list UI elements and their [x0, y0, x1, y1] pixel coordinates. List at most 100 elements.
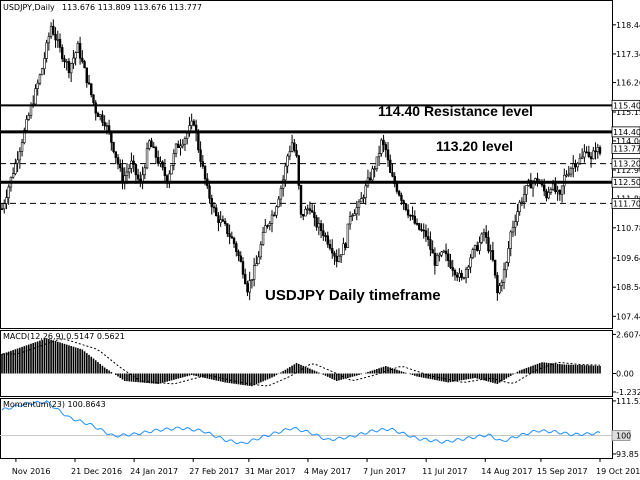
candle-body [279, 188, 283, 200]
momentum-axis-label: 100 [616, 432, 631, 441]
candle-body [560, 185, 564, 195]
momentum-line [1, 400, 601, 445]
candle-body [150, 140, 153, 148]
candle-body [38, 74, 42, 84]
candle-body [509, 231, 512, 249]
candle-body [355, 207, 358, 215]
candle-body [275, 206, 278, 216]
candle-body [119, 163, 122, 169]
price-level-tag-label: 115.40 [613, 101, 640, 110]
candle-body [65, 61, 68, 63]
candle-body [241, 261, 245, 275]
candle-body [7, 186, 10, 198]
candle-body [223, 220, 227, 224]
candle-body [248, 280, 251, 293]
candle-body [186, 132, 189, 139]
candle-body [331, 248, 334, 254]
candle-body [219, 219, 222, 223]
candle-body [110, 132, 113, 143]
candle-body [308, 208, 312, 211]
momentum-level-tag [611, 430, 631, 441]
candle-body [373, 168, 376, 170]
candle-body [371, 168, 374, 181]
macd-signal-line [2, 338, 601, 387]
candle-body [525, 185, 528, 195]
candle-body [491, 250, 495, 261]
time-axis-label: 31 Mar 2017 [245, 467, 296, 476]
candle-body [563, 174, 566, 187]
main-pane-frame [0, 0, 613, 329]
candle-body [101, 114, 104, 123]
candle-body [493, 259, 497, 276]
candle-body [384, 144, 387, 151]
candle-body [63, 58, 66, 62]
candle-body [580, 156, 584, 159]
candle-body [469, 257, 472, 268]
candle-body [487, 237, 490, 252]
candle-body [596, 147, 599, 152]
price-axis-label: 115.15 [616, 108, 640, 117]
time-axis-label: 27 Feb 2017 [189, 467, 239, 476]
candle-body [598, 147, 602, 154]
candle-body [502, 269, 506, 283]
candle-body [154, 147, 158, 158]
candle-body [426, 236, 430, 240]
candle-body [78, 43, 82, 59]
candle-body [18, 150, 22, 161]
price-axis-label: 112.96 [616, 166, 640, 175]
candle-body [252, 265, 256, 280]
candle-body [346, 223, 350, 248]
candle-body [420, 229, 423, 231]
candle-body [304, 208, 307, 217]
candle-body [444, 250, 448, 255]
candle-body [333, 252, 336, 257]
candle-body [567, 173, 570, 176]
chart-annotation-title: USDJPY Daily timeframe [265, 287, 441, 304]
candle-body [440, 251, 443, 256]
candle-body [431, 249, 434, 254]
price-axis-label: 110.78 [616, 224, 640, 233]
price-axis-label: 117.34 [616, 50, 640, 59]
candle-body [511, 226, 515, 233]
candle-body [235, 243, 238, 252]
macd-axis-label: 0.00 [616, 370, 634, 379]
candle-body [295, 150, 298, 157]
price-axis-label: 114.06 [616, 137, 640, 146]
price-level-tag [611, 99, 640, 111]
candle-body [583, 151, 586, 158]
candle-body [14, 162, 17, 174]
candle-body [569, 168, 573, 175]
time-axis-label: 19 Oct 2017 [596, 467, 640, 476]
candle-body [250, 279, 254, 281]
candle-body [232, 237, 236, 244]
candle-body [212, 206, 216, 209]
candle-body [380, 139, 383, 154]
candle-body [514, 221, 517, 228]
candle-body [161, 161, 164, 168]
candle-body [386, 149, 390, 161]
candle-body [210, 198, 213, 208]
candle-body [424, 230, 428, 237]
price-axis-label: 107.44 [616, 312, 640, 321]
candle-body [467, 266, 470, 270]
candle-body [87, 82, 91, 85]
price-level-tag [611, 198, 640, 209]
momentum-axis-label: 93.85 [616, 450, 639, 459]
candle-body [362, 197, 365, 199]
candle-body [286, 155, 289, 167]
candle-body [0, 208, 4, 211]
candle-body [217, 215, 220, 223]
candle-body [464, 269, 468, 279]
candle-body [551, 183, 555, 190]
price-level-tag-label: 111.70 [613, 199, 640, 208]
candle-body [433, 252, 437, 266]
candle-body [143, 167, 147, 176]
candle-body [11, 173, 15, 178]
price-level-tag-label: 112.50 [613, 178, 640, 187]
candle-body [480, 233, 483, 243]
candle-body [29, 105, 33, 116]
candle-body [335, 255, 338, 262]
candle-body [377, 153, 381, 158]
candle-body [290, 142, 294, 152]
